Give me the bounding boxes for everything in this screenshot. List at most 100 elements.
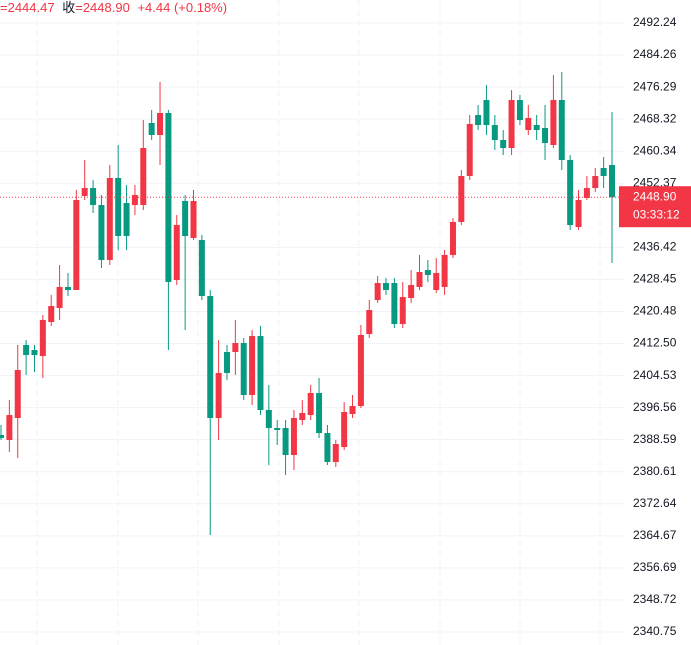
y-tick-label: 2404.53 bbox=[633, 368, 677, 382]
candle-body bbox=[316, 392, 323, 434]
candle-body bbox=[609, 165, 615, 198]
y-tick-label: 2372.64 bbox=[633, 496, 677, 510]
grid bbox=[0, 0, 624, 645]
candle-body bbox=[508, 100, 515, 149]
candle-body bbox=[575, 199, 582, 228]
candle-body bbox=[466, 124, 473, 176]
candle-body bbox=[48, 305, 55, 322]
y-tick-label: 2420.48 bbox=[633, 304, 677, 318]
candle-body bbox=[583, 188, 590, 198]
candle-body bbox=[198, 239, 205, 296]
candle-body bbox=[357, 335, 364, 407]
candle-body bbox=[349, 406, 356, 415]
y-tick-label: 2396.56 bbox=[633, 400, 677, 414]
candle-body bbox=[500, 140, 507, 149]
candle-body bbox=[558, 100, 565, 160]
candle-body bbox=[73, 199, 80, 290]
candle-body bbox=[592, 175, 599, 189]
candle-body bbox=[6, 415, 13, 441]
candle-body bbox=[131, 195, 138, 206]
candle-body bbox=[64, 286, 71, 290]
candle-body bbox=[516, 100, 523, 120]
countdown: 03:33:12 bbox=[633, 207, 680, 221]
candle-body bbox=[157, 113, 164, 135]
candle-body bbox=[14, 369, 21, 418]
candle-body bbox=[232, 343, 239, 352]
candle-body bbox=[600, 167, 607, 176]
last-price-box bbox=[619, 186, 691, 228]
y-tick-label: 2340.75 bbox=[633, 624, 677, 638]
candle-body bbox=[140, 148, 147, 206]
candle-body bbox=[190, 200, 197, 238]
y-tick-label: 2436.42 bbox=[633, 240, 677, 254]
candle-body bbox=[249, 336, 256, 395]
candle-body bbox=[90, 188, 97, 206]
candle-body bbox=[299, 413, 306, 421]
y-tick-label: 2492.24 bbox=[633, 15, 677, 29]
candle-body bbox=[324, 433, 331, 463]
y-tick-label: 2468.32 bbox=[633, 111, 677, 125]
last-price-label: 2448.90 bbox=[633, 189, 677, 203]
candle-body bbox=[215, 373, 222, 418]
header-close-label: 收 bbox=[62, 0, 75, 15]
y-tick-label: 2380.61 bbox=[633, 464, 677, 478]
candle-body bbox=[542, 127, 549, 143]
y-tick-label: 2428.45 bbox=[633, 272, 677, 286]
candle-body bbox=[366, 310, 373, 335]
y-tick-label: 2452.37 bbox=[633, 175, 677, 189]
candle-body bbox=[123, 203, 130, 237]
candle-body bbox=[23, 344, 30, 356]
candle-body bbox=[416, 271, 423, 287]
candle-body bbox=[115, 178, 122, 237]
candle-body bbox=[81, 188, 88, 197]
candle-body bbox=[550, 100, 557, 145]
y-tick-label: 2412.50 bbox=[633, 336, 677, 350]
candle-body bbox=[290, 417, 297, 456]
candle-body bbox=[0, 434, 4, 439]
candle-body bbox=[441, 254, 448, 287]
header-low: =2444.47 bbox=[0, 0, 55, 15]
candle-body bbox=[525, 117, 532, 131]
candle-body bbox=[98, 205, 105, 261]
candle-body bbox=[475, 115, 482, 126]
candle-body bbox=[207, 295, 214, 418]
candle-body bbox=[148, 123, 155, 135]
candle-body bbox=[223, 351, 230, 374]
candle-body bbox=[567, 159, 574, 225]
candle-body bbox=[106, 178, 113, 261]
candle-body bbox=[374, 283, 381, 301]
candle-body bbox=[408, 285, 415, 298]
candle-body bbox=[173, 224, 180, 280]
candle-body bbox=[491, 125, 498, 141]
y-tick-label: 2348.72 bbox=[633, 592, 677, 606]
candle-body bbox=[56, 286, 63, 309]
candle-body bbox=[483, 100, 490, 126]
candle-body bbox=[257, 336, 264, 410]
y-tick-label: 2460.34 bbox=[633, 143, 677, 157]
candle-body bbox=[533, 125, 540, 131]
header-change: +4.44 (+0.18%) bbox=[137, 0, 227, 15]
candle-body bbox=[182, 200, 189, 237]
header: =2444.47 收=2448.90 +4.44 (+0.18%) bbox=[0, 0, 227, 15]
candle-body bbox=[449, 221, 456, 255]
candle-body bbox=[391, 283, 398, 325]
candle-body bbox=[274, 428, 281, 431]
candle-body bbox=[265, 409, 272, 429]
plot-area bbox=[0, 71, 624, 536]
candle-body bbox=[240, 343, 247, 395]
candle-body bbox=[282, 428, 289, 456]
candle-body bbox=[332, 444, 339, 463]
candle-body bbox=[399, 296, 406, 325]
candle-body bbox=[424, 270, 431, 276]
candle-body bbox=[341, 412, 348, 448]
candle-body bbox=[433, 272, 440, 290]
y-tick-label: 2388.59 bbox=[633, 432, 677, 446]
price-axis: 2492.24 2484.26 2476.29 2468.32 2460.34 2452.… bbox=[619, 15, 691, 638]
header-close: =2448.90 bbox=[75, 0, 130, 15]
y-tick-label: 2476.29 bbox=[633, 79, 677, 93]
candle-body bbox=[458, 175, 465, 222]
y-tick-label: 2364.67 bbox=[633, 528, 677, 542]
y-tick-label: 2484.26 bbox=[633, 47, 677, 61]
y-tick-label: 2356.69 bbox=[633, 560, 677, 574]
